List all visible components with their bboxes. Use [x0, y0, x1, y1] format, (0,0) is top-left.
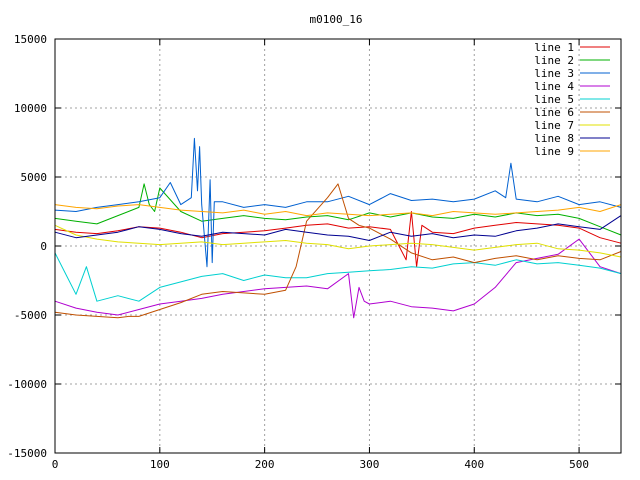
legend-label: line 4 [534, 80, 574, 93]
series-line-5 [54, 252, 622, 302]
y-tick-label: 0 [40, 240, 47, 253]
series-line-8 [54, 215, 622, 241]
y-tick-label: 5000 [21, 171, 48, 184]
series-line-7 [54, 224, 622, 258]
axis-ticks: 0 100 200 300 400 500 -15000 -10000 -5000 0 5000 10… [7, 33, 621, 471]
legend-label: line 9 [534, 145, 574, 158]
chart-title: m0100_16 [310, 13, 363, 26]
x-tick-label: 400 [464, 458, 484, 471]
y-tick-label: 15000 [14, 33, 47, 46]
x-tick-label: 0 [52, 458, 59, 471]
x-tick-label: 300 [360, 458, 380, 471]
series-line-9 [54, 204, 622, 217]
series-line-2 [54, 183, 622, 236]
legend-label: line 7 [534, 119, 574, 132]
legend-label: line 6 [534, 106, 574, 119]
series-line-6 [54, 183, 622, 319]
series-line-4 [54, 238, 622, 319]
y-tick-label: -5000 [14, 309, 47, 322]
y-tick-label: -15000 [7, 447, 47, 460]
series-line-3 [54, 137, 622, 268]
x-tick-label: 200 [255, 458, 275, 471]
grid [55, 39, 621, 453]
legend-label: line 8 [534, 132, 574, 145]
legend-label: line 3 [534, 67, 574, 80]
legend-label: line 1 [534, 41, 574, 54]
x-tick-label: 100 [150, 458, 170, 471]
series-layer [54, 137, 622, 319]
x-tick-label: 500 [569, 458, 589, 471]
y-tick-label: 10000 [14, 102, 47, 115]
series-line-1 [54, 211, 622, 268]
y-tick-label: -10000 [7, 378, 47, 391]
legend-label: line 2 [534, 54, 574, 67]
legend-label: line 5 [534, 93, 574, 106]
